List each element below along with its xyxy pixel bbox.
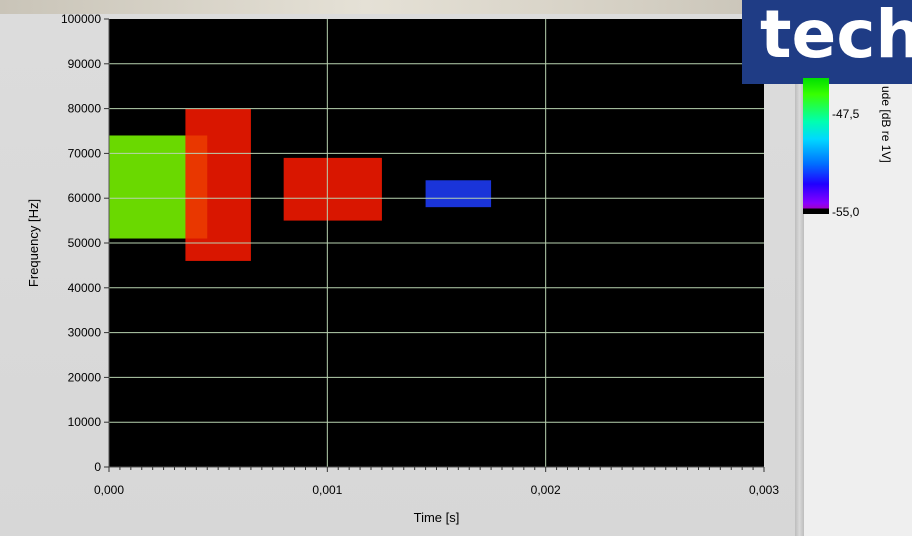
colorbar-axis-label: ude [dB re 1V] [879, 86, 893, 163]
panel-divider[interactable] [795, 0, 804, 536]
plot-area[interactable] [109, 19, 764, 467]
colorbar-tick-low: -55,0 [832, 205, 860, 219]
colorbar [803, 78, 829, 214]
colorbar-tick-high: -47,5 [832, 107, 860, 121]
logo: tech [742, 0, 912, 84]
window-top-strip [0, 0, 912, 14]
